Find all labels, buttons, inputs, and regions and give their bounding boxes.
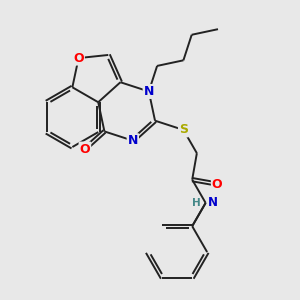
Text: O: O [80, 142, 90, 155]
Text: N: N [128, 134, 138, 147]
Text: H: H [191, 198, 200, 208]
Text: O: O [73, 52, 84, 64]
Text: S: S [179, 123, 188, 136]
Text: N: N [208, 196, 218, 209]
Text: N: N [144, 85, 154, 98]
Text: O: O [212, 178, 223, 190]
